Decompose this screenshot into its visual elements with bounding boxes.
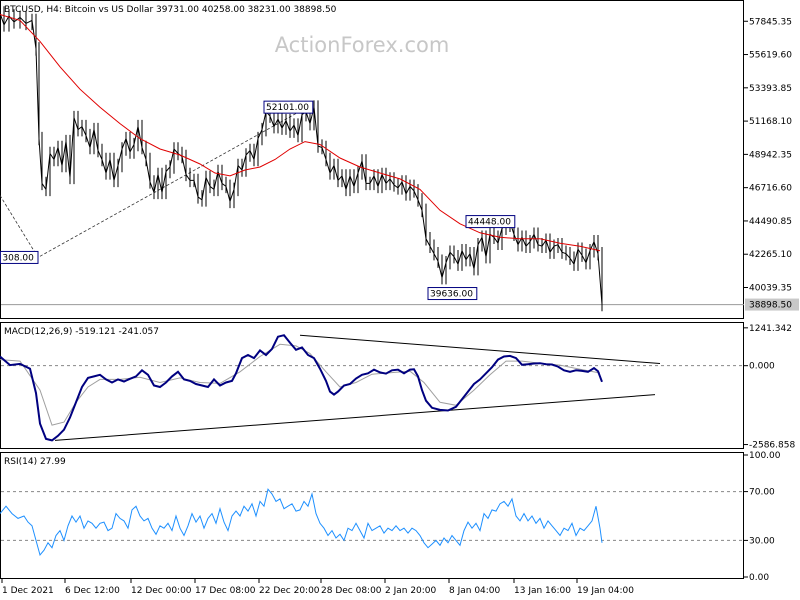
- macd-tick-label-2: -2586.858: [749, 441, 795, 451]
- current-price-label: 38898.50: [749, 301, 792, 311]
- macd-trendline-0: [299, 334, 661, 365]
- price-tick-label-6: 44490.85: [749, 217, 792, 227]
- price-panel-title: BTCUSD, H4: Bitcoin vs US Dollar 39731.0…: [4, 5, 337, 15]
- price-label-box-0: [0, 250, 39, 264]
- watermark: ActionForex.com: [275, 33, 450, 57]
- price-tick-label-0: 57845.35: [749, 17, 792, 27]
- x-tick-label-4: 22 Dec 20:00: [259, 586, 320, 596]
- macd-panel-frame: [0, 322, 744, 449]
- rsi-tick-label-2: 30.00: [749, 536, 775, 546]
- macd-trendline-1: [54, 394, 656, 441]
- price-tick-label-5: 46716.60: [749, 184, 792, 194]
- price-tick-label-2: 53393.85: [749, 84, 792, 94]
- price-panel: 57845.35 55619.60 53393.85 51168.10 48942.35…: [0, 6, 799, 312]
- price-label-2: 44448.00: [468, 218, 511, 228]
- price-label-0: 308.00: [2, 253, 34, 263]
- price-tick-label-4: 48942.35: [749, 150, 792, 160]
- x-tick-label-0: 1 Dec 2021: [2, 586, 54, 596]
- x-tick-label-6: 2 Jan 20:00: [385, 586, 437, 596]
- x-tick-label-9: 19 Jan 04:00: [577, 586, 634, 596]
- x-tick-label-3: 17 Dec 08:00: [195, 586, 256, 596]
- x-tick-label-8: 13 Jan 16:00: [514, 586, 571, 596]
- rsi-panel-title: RSI(14) 27.99: [4, 457, 66, 467]
- macd-tick-label-1: 0.000: [749, 362, 775, 372]
- price-label-box-1: [263, 100, 314, 114]
- rsi-tick-label-1: 70.00: [749, 488, 775, 498]
- price-label-1: 52101.00: [266, 103, 309, 113]
- rsi-tick-label-3: 0.00: [749, 573, 769, 583]
- price-tick-label-7: 42265.10: [749, 250, 792, 260]
- price-label-box-3: [427, 287, 478, 301]
- macd-panel-title: MACD(12,26,9) -519.121 -241.057: [4, 327, 159, 337]
- macd-tick-label-0: 1241.342: [749, 324, 792, 334]
- current-price-box: [745, 298, 799, 311]
- macd-line: [0, 334, 603, 442]
- x-tick-label-2: 12 Dec 00:00: [131, 586, 192, 596]
- price-panel-frame: [0, 0, 744, 319]
- moving-average-line: [0, 14, 601, 252]
- price-tick-label-8: 40039.35: [749, 284, 792, 294]
- x-axis: 1 Dec 2021 6 Dec 12:00 12 Dec 00:00 17 Dec …: [1, 579, 634, 596]
- x-tick-label-1: 6 Dec 12:00: [65, 586, 120, 596]
- rsi-panel: 100.00 70.00 30.00 0.00: [0, 451, 781, 583]
- x-tick-label-7: 8 Jan 04:00: [449, 586, 501, 596]
- price-label-box-2: [465, 215, 516, 229]
- price-tick-label-3: 51168.10: [749, 117, 792, 127]
- macd-panel: 1241.342 0.000 -2586.858: [0, 324, 795, 451]
- x-tick-label-5: 28 Dec 08:00: [321, 586, 382, 596]
- rsi-line: [0, 488, 603, 557]
- price-tick-label-1: 55619.60: [749, 51, 792, 61]
- rsi-tick-label-0: 100.00: [749, 451, 781, 461]
- price-label-3: 39636.00: [430, 290, 473, 300]
- rsi-panel-frame: [0, 452, 744, 579]
